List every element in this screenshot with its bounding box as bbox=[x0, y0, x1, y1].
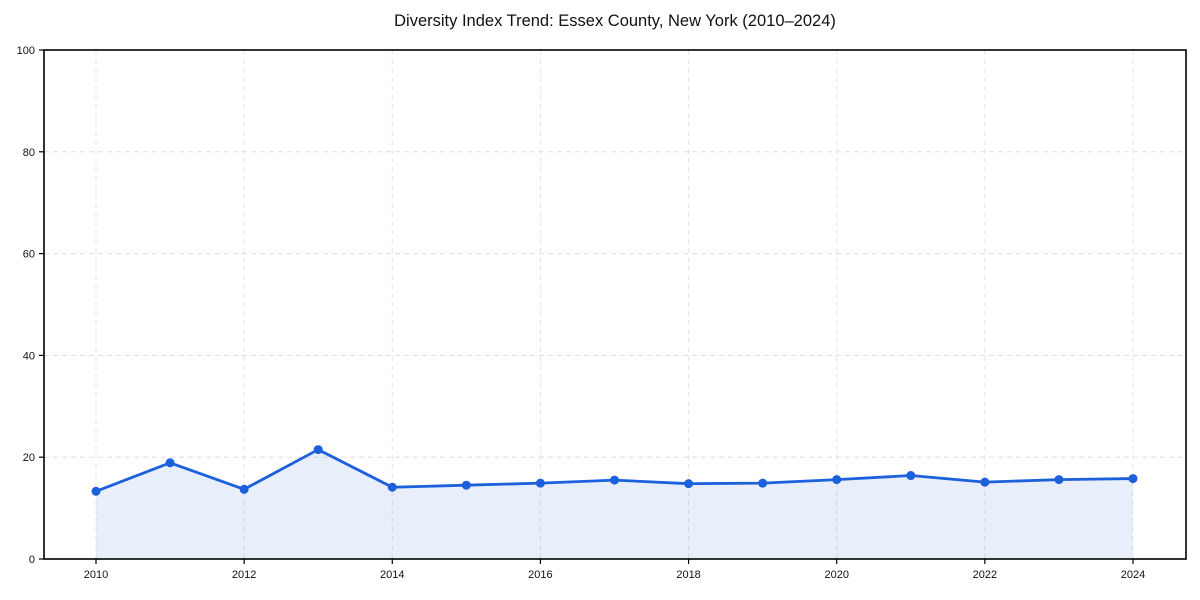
x-tick-label: 2014 bbox=[380, 569, 404, 581]
data-point-2017 bbox=[610, 475, 619, 485]
data-point-2019 bbox=[758, 478, 768, 488]
series-area-fill bbox=[96, 449, 1133, 559]
data-point-2011 bbox=[165, 458, 175, 468]
y-tick-label: 60 bbox=[23, 249, 35, 261]
plot-border bbox=[43, 49, 1187, 560]
y-tick-label: 0 bbox=[29, 554, 35, 566]
y-tick-label: 20 bbox=[23, 452, 35, 464]
data-point-2014 bbox=[387, 482, 397, 492]
x-tick-label: 2018 bbox=[676, 569, 700, 581]
data-point-2012 bbox=[239, 484, 249, 494]
data-point-2022 bbox=[980, 477, 990, 487]
y-tick-label: 40 bbox=[23, 350, 35, 362]
data-point-2010 bbox=[91, 486, 101, 496]
chart-title: Diversity Index Trend: Essex County, New… bbox=[394, 12, 836, 30]
data-point-2018 bbox=[684, 479, 694, 489]
x-tick-label: 2016 bbox=[528, 569, 552, 581]
x-tick-label: 2022 bbox=[973, 569, 997, 581]
y-tick-label: 80 bbox=[23, 147, 35, 159]
x-tick-label: 2020 bbox=[824, 569, 848, 581]
x-tick-label: 2010 bbox=[84, 569, 108, 581]
data-point-2023 bbox=[1054, 475, 1064, 485]
data-point-2016 bbox=[535, 478, 545, 488]
data-point-2015 bbox=[461, 480, 471, 490]
data-point-2021 bbox=[906, 471, 916, 481]
data-point-2024 bbox=[1128, 474, 1138, 484]
data-point-2020 bbox=[832, 475, 842, 485]
data-point-2013 bbox=[313, 445, 323, 455]
x-tick-label: 2012 bbox=[232, 569, 256, 581]
x-tick-label: 2024 bbox=[1121, 569, 1145, 581]
y-tick-label: 100 bbox=[17, 45, 35, 57]
